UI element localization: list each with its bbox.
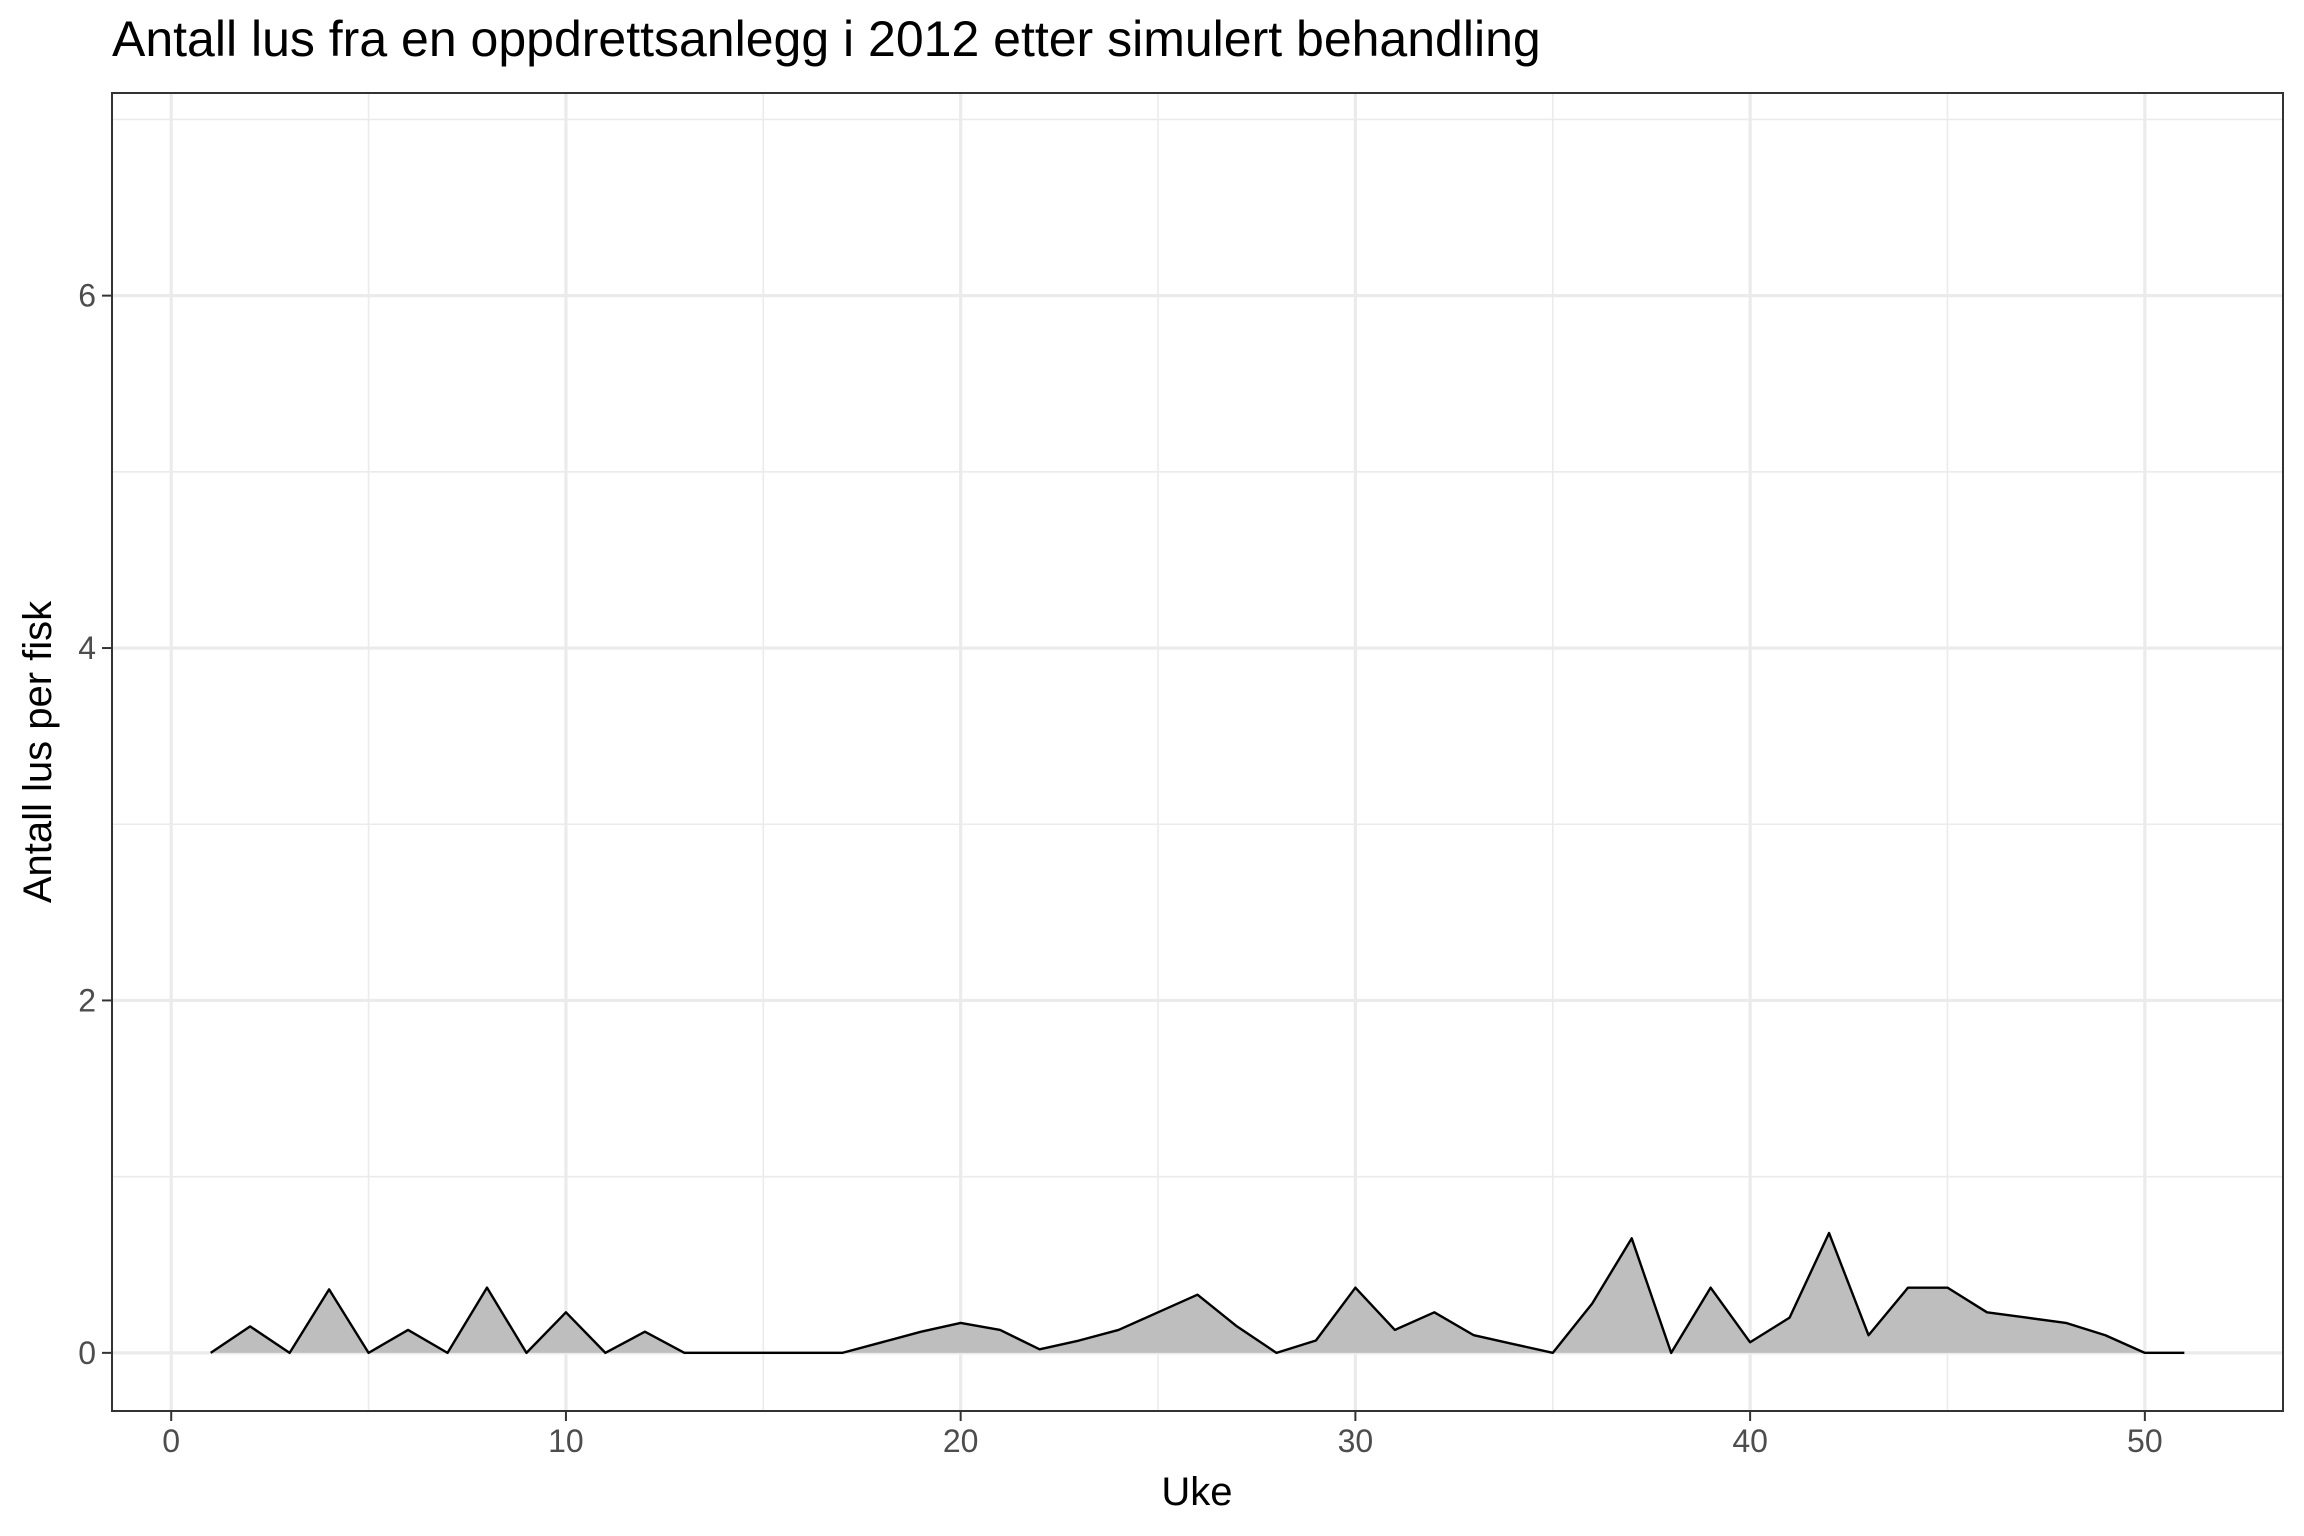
grid-minor bbox=[112, 93, 2283, 1411]
y-tick-label: 0 bbox=[78, 1335, 96, 1371]
series-layer bbox=[210, 1231, 2185, 1355]
x-axis-title: Uke bbox=[1161, 1470, 1232, 1514]
x-tick-label: 50 bbox=[2127, 1423, 2163, 1459]
x-tick-label: 40 bbox=[1732, 1423, 1768, 1459]
y-axis-title: Antall lus per fisk bbox=[16, 600, 60, 903]
grid-major bbox=[112, 93, 2283, 1411]
panel-border bbox=[111, 92, 2284, 1412]
x-tick-label: 10 bbox=[548, 1423, 584, 1459]
x-axis: 0 10 20 30 40 50 bbox=[162, 1411, 2163, 1459]
y-tick-label: 6 bbox=[78, 278, 96, 314]
y-axis: 0 2 4 6 bbox=[78, 278, 112, 1371]
chart-title: Antall lus fra en oppdrettsanlegg i 2012… bbox=[112, 11, 1541, 67]
x-tick-label: 0 bbox=[162, 1423, 180, 1459]
series-line bbox=[210, 1231, 2185, 1355]
y-tick-label: 2 bbox=[78, 982, 96, 1018]
series-area bbox=[210, 1233, 2185, 1353]
x-tick-label: 20 bbox=[943, 1423, 979, 1459]
x-tick-label: 30 bbox=[1338, 1423, 1374, 1459]
plot-panel bbox=[112, 93, 2283, 1411]
y-tick-label: 4 bbox=[78, 630, 96, 666]
